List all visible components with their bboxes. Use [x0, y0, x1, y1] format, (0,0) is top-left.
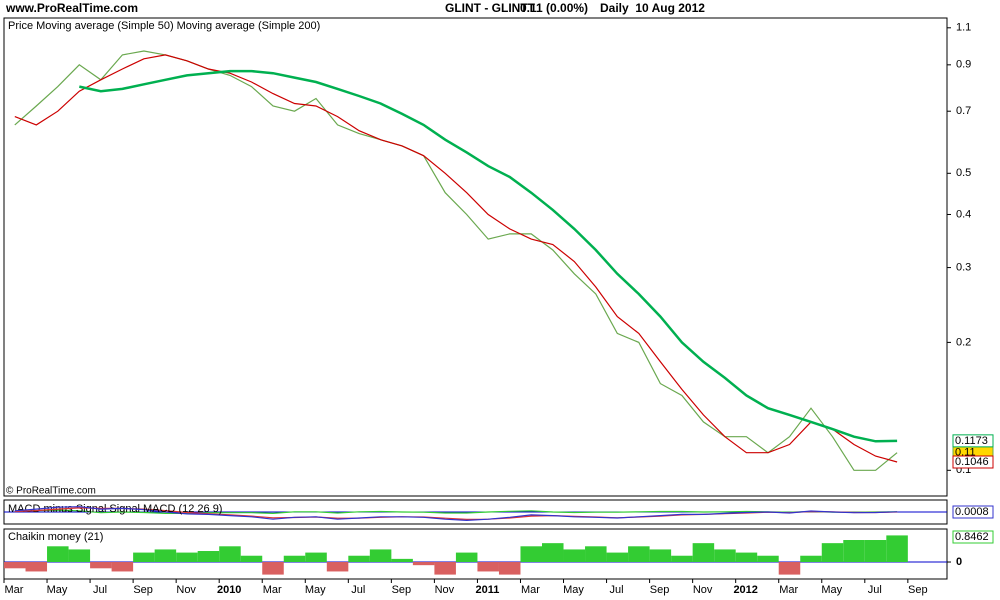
x-tick-label: Jul [610, 584, 624, 596]
x-tick-label: Jul [93, 584, 107, 596]
y-tick-label: 0.4 [956, 208, 971, 220]
bar [90, 562, 112, 569]
series-line [14, 509, 898, 515]
legend-entry: MACD (12 26 9) [143, 503, 222, 515]
y-tick-label: 0.9 [956, 59, 971, 71]
bar [585, 546, 607, 563]
x-tick-label: Sep [392, 584, 412, 596]
y-tick-label: 1.1 [956, 22, 971, 34]
series-line [14, 506, 898, 522]
bar [735, 552, 758, 563]
y-tick-label: 0.7 [956, 105, 971, 117]
site-name: www.ProRealTime.com [5, 1, 138, 15]
bar [563, 549, 586, 563]
bar [606, 552, 629, 563]
bar [542, 543, 564, 563]
x-tick-label: May [563, 584, 584, 596]
x-tick-label: Nov [435, 584, 455, 596]
last-value-box [952, 530, 994, 544]
bar [176, 552, 198, 563]
x-tick-label: Sep [650, 584, 670, 596]
legend-entry: Price [8, 20, 33, 32]
panel-title: Chaikin money (21) [8, 531, 103, 543]
bar [262, 562, 284, 575]
bar [843, 540, 865, 563]
bar [111, 562, 134, 572]
bar [154, 549, 177, 563]
y-tick-label: 0 [956, 556, 962, 568]
bar [498, 562, 521, 575]
last-value-box [952, 434, 994, 448]
last-value: 0.1046 [955, 456, 989, 468]
bar [219, 546, 241, 563]
x-tick-label: May [47, 584, 68, 596]
bar [800, 555, 822, 563]
x-tick-label: Nov [693, 584, 713, 596]
last-value: 0.8462 [955, 531, 989, 543]
x-tick-label: Nov [176, 584, 196, 596]
last-value-box [952, 505, 994, 519]
x-tick-label: Mar [521, 584, 540, 596]
bar [692, 543, 715, 563]
bar [477, 562, 499, 572]
x-tick-label: 2011 [476, 584, 500, 596]
x-tick-label: Mar [263, 584, 282, 596]
copyright: © ProRealTime.com [6, 486, 96, 497]
x-tick-label: Sep [908, 584, 928, 596]
bar [133, 552, 155, 563]
bar [283, 555, 306, 563]
bar [369, 549, 392, 563]
series-line [14, 50, 898, 471]
y-tick-label: 0.5 [956, 167, 971, 179]
last-value-box [952, 455, 994, 469]
bar [240, 555, 263, 563]
bar [47, 546, 69, 563]
x-tick-label: Mar [779, 584, 798, 596]
bar [197, 551, 220, 563]
x-tick-label: Mar [5, 584, 24, 596]
period: Daily 10 Aug 2012 [600, 1, 705, 15]
bar [434, 562, 456, 575]
bar [778, 562, 801, 575]
series-line [14, 54, 898, 463]
last-value: 0.1173 [955, 435, 988, 447]
bar [412, 562, 435, 566]
y-tick-label: 0.2 [956, 336, 971, 348]
bar [68, 549, 91, 563]
x-tick-label: May [305, 584, 326, 596]
bar [821, 543, 844, 563]
bar [455, 552, 478, 563]
legend-entry: Moving average (Simple 200) [177, 20, 321, 32]
bar [520, 546, 542, 563]
x-tick-label: Sep [133, 584, 153, 596]
bar [326, 562, 349, 572]
price-panel [3, 17, 948, 497]
bar [348, 555, 370, 563]
bar [649, 549, 672, 563]
bar [757, 555, 779, 563]
last-value: 0.0008 [955, 506, 989, 518]
bar [25, 562, 48, 572]
bar [391, 558, 413, 563]
x-tick-label: 2012 [733, 584, 757, 596]
x-tick-label: Jul [868, 584, 882, 596]
bar [305, 552, 327, 563]
y-tick-label: 0.3 [956, 261, 971, 273]
bar [886, 535, 908, 563]
quote: 0.11 (0.00%) [520, 1, 588, 15]
ticker: GLINT - GLINTT [445, 1, 536, 15]
x-tick-label: Jul [351, 584, 365, 596]
bar [864, 540, 887, 563]
bar [671, 555, 693, 563]
series-line [79, 69, 898, 443]
x-tick-label: May [821, 584, 842, 596]
x-tick-label: 2010 [217, 584, 241, 596]
legend-entry: Moving average (Simple 50) [36, 20, 174, 32]
bar [628, 546, 650, 563]
bar [4, 562, 26, 569]
bar [714, 549, 736, 563]
